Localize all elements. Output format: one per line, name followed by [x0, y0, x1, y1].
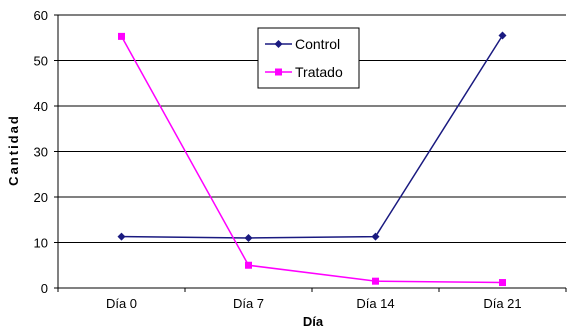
legend-box [257, 27, 360, 89]
x-axis-title: Día [303, 314, 324, 329]
data-point-tratado [499, 279, 506, 287]
y-tick-label: 50 [34, 54, 48, 69]
x-tick-label: Día 21 [483, 296, 521, 311]
series-group [117, 31, 507, 287]
data-point-control [498, 31, 507, 40]
series-line-control [121, 35, 504, 239]
data-point-control [117, 232, 126, 241]
y-tick-label: 0 [41, 281, 48, 296]
data-point-control [371, 232, 380, 241]
y-axis-title: Cantidad [6, 114, 21, 186]
legend-label-control: Control [295, 36, 340, 52]
axes [57, 15, 566, 289]
data-point-tratado [245, 261, 252, 269]
series-control [117, 31, 507, 242]
y-tick-label: 10 [34, 236, 48, 251]
legend-label-tratado: Tratado [295, 64, 343, 80]
legend: Control Tratado [257, 27, 360, 89]
gridlines [54, 14, 567, 292]
x-tick-labels: Día 0 Día 7 Día 14 Día 21 [106, 296, 522, 311]
x-tick-label: Día 7 [233, 296, 264, 311]
y-tick-label: 60 [34, 8, 48, 23]
x-tick-label: Día 0 [106, 296, 137, 311]
data-point-control [244, 233, 253, 242]
y-tick-label: 40 [34, 99, 48, 114]
series-line-tratado [120, 36, 503, 284]
y-tick-label: 30 [34, 145, 48, 160]
series-tratado [118, 32, 506, 287]
legend-marker-tratado [275, 68, 282, 76]
y-tick-labels: 0 10 20 30 40 50 60 [34, 8, 48, 296]
y-tick-label: 20 [34, 190, 48, 205]
x-tick-label: Día 14 [356, 296, 394, 311]
legend-marker-control [274, 40, 283, 48]
data-point-tratado [118, 32, 125, 40]
data-point-tratado [372, 277, 379, 285]
